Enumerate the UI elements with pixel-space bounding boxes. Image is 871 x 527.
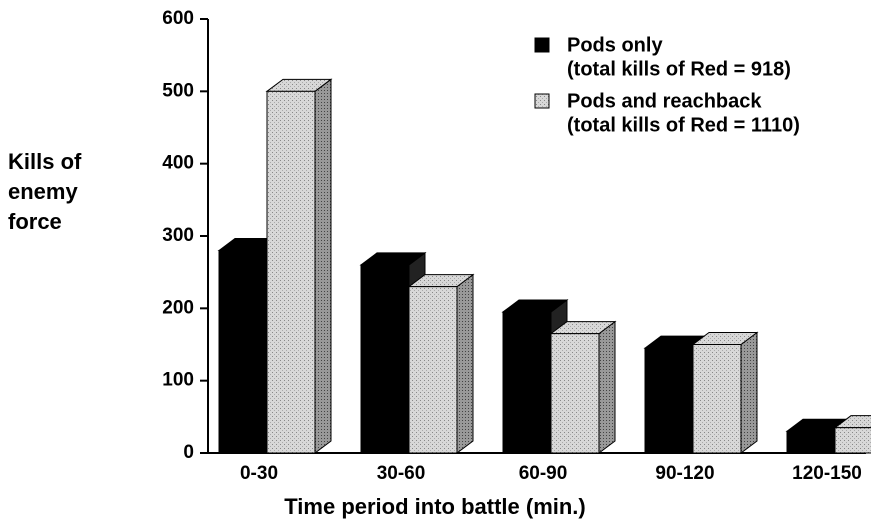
bar [644,347,694,454]
bar [786,430,836,454]
y-axis-label: Kills of [8,149,82,174]
x-axis-label: Time period into battle (min.) [284,494,586,519]
bar [360,264,410,454]
bar-side [456,273,474,454]
y-tick-label: 200 [162,297,194,318]
bar [502,311,552,454]
y-tick-label: 100 [162,370,194,391]
y-tick-label: 300 [162,225,194,246]
bar [408,286,458,454]
legend-note: (total kills of Red = 1110) [567,114,800,136]
bar-side [598,320,616,454]
y-axis-label: enemy [8,179,78,204]
legend-label: Pods and reachback [567,90,762,112]
bar [266,90,316,454]
legend-label: Pods only [567,34,663,56]
y-tick-label: 500 [162,80,194,101]
bar [692,344,742,454]
y-axis-label: force [8,209,62,234]
x-tick-label: 90-120 [655,463,714,484]
x-tick-label: 60-90 [519,463,568,484]
bar-side [740,331,758,454]
y-tick-label: 0 [183,442,194,463]
legend-swatch [534,37,550,53]
y-tick-label: 600 [162,8,194,29]
legend-note: (total kills of Red = 918) [567,58,791,80]
x-tick-label: 120-150 [792,463,862,484]
bar [218,249,268,454]
y-tick-label: 400 [162,153,194,174]
bar [550,333,600,454]
bar-side [314,78,332,454]
bar [834,427,871,454]
x-tick-label: 30-60 [377,463,426,484]
legend-swatch [534,93,550,109]
x-tick-label: 0-30 [240,463,278,484]
